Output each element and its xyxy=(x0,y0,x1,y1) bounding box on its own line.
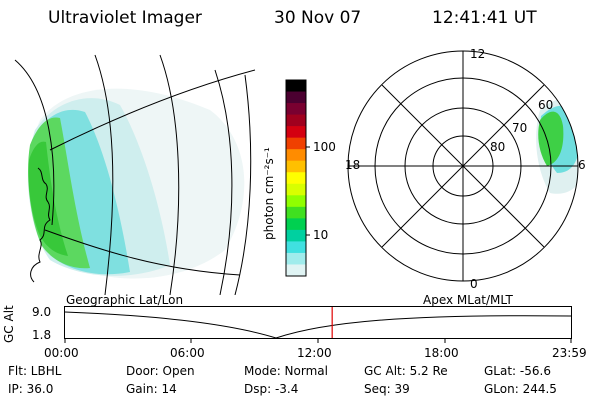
info-seq: Seq: 39 xyxy=(364,382,410,396)
colorbar-stripe xyxy=(286,206,306,219)
mlt-18-label: 18 xyxy=(345,158,361,172)
colorbar-stripe xyxy=(286,91,306,104)
info-gain: Gain: 14 xyxy=(126,382,177,396)
info-door: Door: Open xyxy=(126,364,195,378)
colorbar-stripe xyxy=(286,183,306,196)
lat-70-label: 70 xyxy=(512,121,528,135)
colorbar-stripe xyxy=(286,160,306,173)
polar-aurora-green xyxy=(538,111,564,166)
mlt-12-label: 12 xyxy=(470,47,486,61)
x-tick-2359: 23:59 xyxy=(552,346,587,360)
info-glon: GLon: 244.5 xyxy=(484,382,557,396)
info-mode: Mode: Normal xyxy=(244,364,328,378)
colorbar-stripe xyxy=(286,229,306,242)
colorbar-stripe xyxy=(286,103,306,116)
lat-80-label: 80 xyxy=(490,140,506,154)
geographic-image xyxy=(14,54,256,295)
x-tick-1800: 18:00 xyxy=(424,346,459,360)
orbit-y-bottom: 1.8 xyxy=(32,328,52,342)
colorbar-unit-label: photon cm⁻²s⁻¹ xyxy=(262,147,276,240)
colorbar-stripe xyxy=(286,252,306,265)
colorbar-stripe xyxy=(286,114,306,127)
colorbar-tick-10: 10 xyxy=(313,228,329,242)
orbit-strip xyxy=(64,306,572,343)
mlt-6-label: 6 xyxy=(578,158,586,172)
info-ip: IP: 36.0 xyxy=(8,382,54,396)
apex-label: Apex MLat/MLT xyxy=(423,293,513,307)
aurora-bright-band xyxy=(28,141,68,256)
colorbar-stripe xyxy=(286,241,306,254)
coastline xyxy=(30,167,51,283)
info-dsp: Dsp: -3.4 xyxy=(244,382,299,396)
x-tick-1200: 12:00 xyxy=(297,346,332,360)
colorbar-tick-100: 100 xyxy=(313,140,336,154)
colorbar-stripe xyxy=(286,218,306,231)
colorbar xyxy=(285,79,310,277)
colorbar-stripe xyxy=(286,172,306,185)
colorbar-stripe xyxy=(286,264,306,277)
lat-60-label: 60 xyxy=(538,98,554,112)
colorbar-stripe xyxy=(286,80,306,93)
polar-plot xyxy=(347,50,579,282)
x-tick-0600: 06:00 xyxy=(170,346,205,360)
date-label: 30 Nov 07 xyxy=(274,8,362,28)
time-label: 12:41:41 UT xyxy=(432,8,537,28)
colorbar-stripe xyxy=(286,137,306,150)
info-filter: Flt: LBHL xyxy=(8,364,62,378)
altitude-curve xyxy=(64,311,572,339)
geographic-label: Geographic Lat/Lon xyxy=(66,293,184,307)
info-gc-alt: GC Alt: 5.2 Re xyxy=(364,364,448,378)
orbit-y-top: 9.0 xyxy=(32,305,52,319)
graticule xyxy=(14,54,256,295)
x-tick-0000: 00:00 xyxy=(44,346,79,360)
colorbar-stripe xyxy=(286,149,306,162)
colorbar-stripe xyxy=(286,126,306,139)
polar-grid xyxy=(347,50,579,282)
mlt-0-label: 0 xyxy=(470,277,478,291)
orbit-ylabel: GC Alt xyxy=(2,305,16,343)
instrument-title: Ultraviolet Imager xyxy=(48,8,202,28)
info-glat: GLat: -56.6 xyxy=(484,364,551,378)
colorbar-stripe xyxy=(286,195,306,208)
orbit-ticks xyxy=(64,338,572,343)
